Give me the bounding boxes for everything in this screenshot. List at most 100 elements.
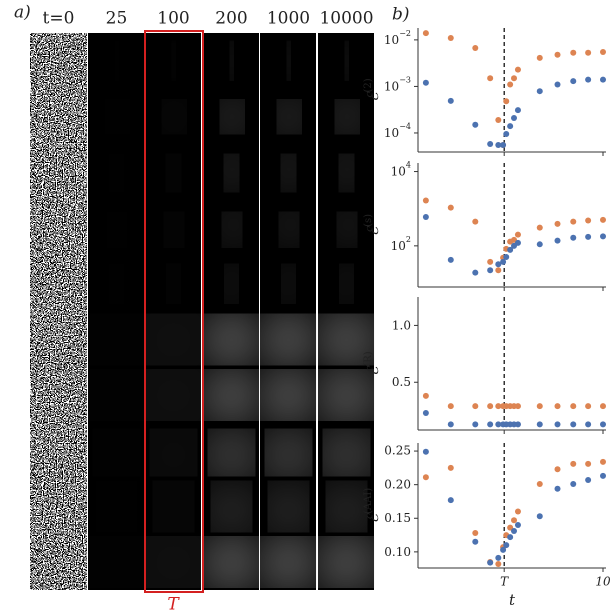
y-label-superscript: (s) bbox=[363, 214, 374, 227]
point bbox=[448, 98, 454, 104]
digit-sample bbox=[115, 44, 118, 77]
point bbox=[555, 421, 561, 427]
point bbox=[487, 403, 493, 409]
point bbox=[570, 421, 576, 427]
digit-sample bbox=[172, 44, 175, 77]
point bbox=[507, 81, 513, 87]
y-tick-label: 0.15 bbox=[384, 511, 411, 525]
point bbox=[555, 221, 561, 227]
point bbox=[585, 50, 591, 56]
y-axis-label: ℰ(2) bbox=[363, 78, 383, 101]
noise-column bbox=[30, 33, 87, 590]
point bbox=[570, 50, 576, 56]
point bbox=[423, 30, 429, 36]
point bbox=[448, 257, 454, 263]
y-tick-label: 0.25 bbox=[384, 444, 411, 458]
point bbox=[585, 77, 591, 83]
point bbox=[537, 513, 543, 519]
point bbox=[585, 218, 591, 224]
point bbox=[448, 35, 454, 41]
point bbox=[555, 466, 561, 472]
panel-b-label: b) bbox=[392, 5, 410, 25]
point bbox=[495, 267, 501, 273]
point bbox=[472, 403, 478, 409]
digit-sample bbox=[345, 44, 348, 77]
point bbox=[487, 141, 493, 147]
point bbox=[448, 205, 454, 211]
y-tick-label: 0.5 bbox=[392, 375, 411, 389]
column-header: 200 bbox=[215, 9, 247, 29]
point bbox=[600, 217, 606, 223]
point bbox=[472, 122, 478, 128]
point bbox=[511, 75, 517, 81]
point bbox=[423, 214, 429, 220]
point bbox=[472, 45, 478, 51]
point bbox=[448, 403, 454, 409]
y-tick-label: 0.10 bbox=[384, 544, 411, 558]
point bbox=[487, 75, 493, 81]
point bbox=[537, 481, 543, 487]
tick-base: 0.10 bbox=[384, 544, 411, 558]
point bbox=[600, 421, 606, 427]
y-label-superscript: (AAI) bbox=[363, 488, 374, 514]
point bbox=[570, 235, 576, 241]
point bbox=[507, 534, 513, 540]
point bbox=[555, 403, 561, 409]
point bbox=[487, 267, 493, 273]
point bbox=[515, 421, 521, 427]
point bbox=[495, 561, 501, 567]
point bbox=[511, 115, 517, 121]
digit-stroke bbox=[230, 44, 233, 77]
digit-stroke bbox=[345, 44, 348, 77]
y-tick-label: 10−4 bbox=[384, 122, 411, 140]
point bbox=[600, 459, 606, 465]
point bbox=[570, 481, 576, 487]
digit-stroke bbox=[287, 44, 290, 77]
x-tick-label: 10 bbox=[595, 575, 610, 589]
point bbox=[515, 107, 521, 113]
tick-base: 10 bbox=[384, 79, 399, 93]
point bbox=[555, 52, 561, 58]
point bbox=[515, 522, 521, 528]
point bbox=[503, 254, 509, 260]
tick-exponent: −4 bbox=[399, 122, 411, 131]
point bbox=[515, 509, 521, 515]
point bbox=[472, 539, 478, 545]
point bbox=[515, 232, 521, 238]
point bbox=[600, 473, 606, 479]
point bbox=[472, 530, 478, 536]
y-label-superscript: (2) bbox=[363, 78, 374, 92]
tick-base: 1.0 bbox=[392, 318, 411, 332]
y-axis-label: ℰ(AAI) bbox=[363, 488, 383, 523]
tick-base: 10 bbox=[391, 238, 406, 252]
digit-stroke bbox=[172, 44, 175, 77]
point bbox=[537, 403, 543, 409]
point bbox=[570, 461, 576, 467]
point bbox=[570, 78, 576, 84]
column-header: 25 bbox=[106, 9, 128, 29]
tick-exponent: 4 bbox=[406, 161, 411, 170]
point bbox=[472, 270, 478, 276]
tick-exponent: 2 bbox=[406, 235, 411, 244]
tick-base: 10 bbox=[384, 32, 399, 46]
y-tick-label: 102 bbox=[391, 235, 411, 253]
point bbox=[423, 80, 429, 86]
point bbox=[585, 421, 591, 427]
point bbox=[600, 77, 606, 83]
y-axis-label: ℰ(s) bbox=[363, 214, 383, 236]
point bbox=[511, 528, 517, 534]
point bbox=[495, 555, 501, 561]
point bbox=[423, 449, 429, 455]
point bbox=[423, 393, 429, 399]
y-tick-label: 10−3 bbox=[384, 75, 411, 93]
column-header: 10000 bbox=[319, 9, 373, 29]
point bbox=[585, 477, 591, 483]
point bbox=[487, 560, 493, 566]
y-tick-label: 1.0 bbox=[392, 318, 411, 332]
point bbox=[585, 461, 591, 467]
digit-sample bbox=[287, 44, 290, 77]
point bbox=[503, 131, 509, 137]
point bbox=[472, 219, 478, 225]
digit-stroke bbox=[115, 44, 118, 77]
figure: a) b) T t=02510020010001000010−210−310−4… bbox=[0, 0, 610, 613]
